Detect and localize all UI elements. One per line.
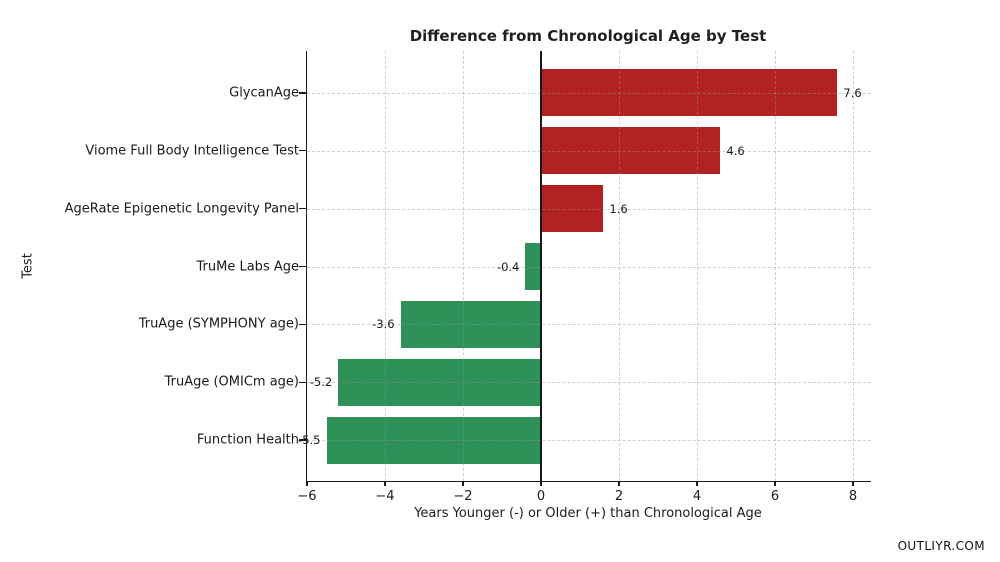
y-tick [299,323,306,326]
y-tick [299,92,306,94]
x-tick-label: −4 [375,489,395,504]
zero-line [540,51,542,481]
bar-value-label: -5.2 [309,375,333,390]
v-gridline [697,51,698,481]
x-tick-label: 4 [692,489,702,504]
bar-value-label: 1.6 [609,201,628,216]
bar-negative [338,358,541,406]
x-tick-label: −6 [297,489,317,504]
x-tick [696,481,698,486]
y-tick [299,207,306,210]
bar-value-label: -0.4 [496,259,520,274]
category-label: GlycanAge [229,85,299,101]
x-tick-label: 6 [770,489,780,504]
v-gridline [853,51,854,481]
bar-negative [326,416,541,464]
bar-negative [525,243,541,290]
h-gridline [307,382,871,384]
x-tick [540,481,542,486]
bar-value-label: 4.6 [726,143,745,158]
watermark: OUTLIYR.COM [897,539,985,553]
h-gridline [307,150,871,152]
bar-negative [400,300,541,348]
h-gridline [307,440,871,442]
y-tick [299,381,306,383]
x-tick-label: 8 [848,489,858,504]
v-gridline [463,51,464,481]
category-label: Function Health [196,432,299,448]
y-tick [299,265,306,268]
plot-area: GlycanAge 7.6 Viome Full Body Intelligence… [65,51,871,504]
bar-positive [541,69,838,117]
x-tick [462,481,464,486]
bar-value-label: -5.5 [298,433,321,448]
x-tick-label: −2 [453,489,473,504]
y-tick [299,439,306,441]
x-tick [618,481,620,486]
category-label: Viome Full Body Intelligence Test [85,143,299,159]
v-gridline [619,51,620,481]
h-gridline [307,208,871,210]
bar-value-label: 7.6 [843,85,862,100]
y-tick [299,150,306,152]
bar-positive [541,127,721,175]
x-tick-label: 2 [614,489,624,504]
h-gridline [307,266,871,268]
x-axis-label: Years Younger (-) or Older (+) than Chro… [414,506,762,521]
h-gridline [307,324,871,326]
h-gridline [307,92,871,94]
v-gridline [385,51,386,481]
category-label: TruAge (SYMPHONY age) [138,316,299,332]
x-tick [852,481,854,486]
y-axis-label: Test [20,253,36,279]
x-tick [306,481,308,486]
category-label: AgeRate Epigenetic Longevity Panel [64,201,299,217]
chart-title: Difference from Chronological Age by Tes… [409,27,767,45]
category-label: TruAge (OMICm age) [164,374,299,390]
x-tick [384,481,386,486]
bar-value-label: -3.6 [372,317,395,332]
x-tick [774,481,776,486]
bar-positive [541,185,604,233]
v-gridline [775,51,776,481]
category-label: TruMe Labs Age [196,259,299,274]
x-tick-label: 0 [536,489,546,504]
